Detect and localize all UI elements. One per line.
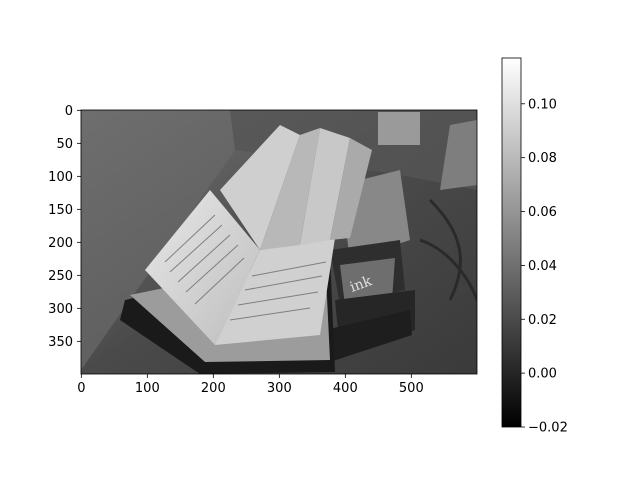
colorbar-tick-label: 0.06: [528, 205, 557, 220]
y-tick-label: 350: [48, 335, 73, 350]
x-tick-label: 400: [333, 381, 358, 396]
colorbar-tick-label: −0.02: [528, 421, 568, 436]
box-label: ink: [348, 273, 375, 296]
colorbar-tick-label: 0.10: [528, 97, 557, 112]
x-axis: 0 100 200 300 400 500: [77, 374, 424, 396]
colorbar-axis: −0.02 0.00 0.02 0.04 0.06 0.08 0.10: [521, 97, 568, 436]
y-tick-label: 0: [65, 104, 73, 119]
colorbar-tick-label: 0.02: [528, 313, 557, 328]
colorbar-tick-label: 0.08: [528, 151, 557, 166]
x-tick-label: 0: [77, 381, 85, 396]
colorbar-frame: [501, 57, 522, 428]
colorbar-tick-label: 0.00: [528, 367, 557, 382]
y-tick-label: 50: [56, 137, 73, 152]
y-tick-label: 300: [48, 302, 73, 317]
y-tick-label: 200: [48, 236, 73, 251]
y-tick-label: 250: [48, 269, 73, 284]
y-tick-label: 100: [48, 170, 73, 185]
colorbar-tick-label: 0.04: [528, 259, 557, 274]
x-tick-label: 500: [399, 381, 424, 396]
heatmap-image: ink: [81, 110, 477, 374]
x-tick-label: 200: [201, 381, 226, 396]
colorbar: [502, 58, 521, 427]
y-axis: 0 50 100 150 200 250 300 350: [48, 104, 81, 350]
y-tick-label: 150: [48, 203, 73, 218]
x-tick-label: 100: [135, 381, 160, 396]
x-tick-label: 300: [267, 381, 292, 396]
